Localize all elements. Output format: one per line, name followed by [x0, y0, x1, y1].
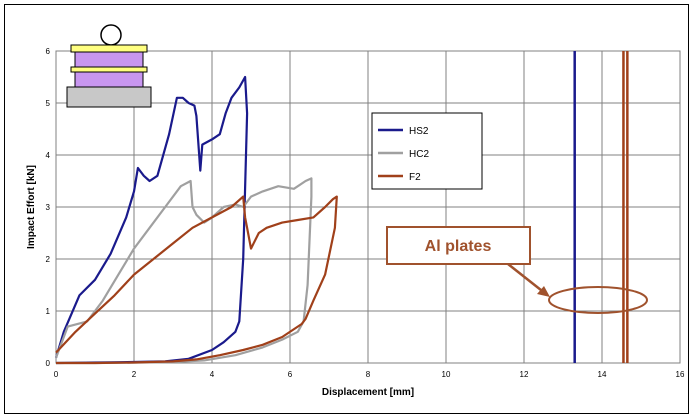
- y-tick-label: 3: [46, 203, 51, 212]
- x-tick-label: 12: [520, 370, 529, 379]
- x-tick-label: 16: [676, 370, 685, 379]
- x-tick-label: 2: [132, 370, 137, 379]
- legend-label-f2: F2: [409, 172, 421, 183]
- series-group: [54, 75, 338, 365]
- series-line-f2: [55, 195, 338, 365]
- y-axis-title: Impact Effort [kN]: [26, 165, 37, 249]
- series-line-hs2: [54, 75, 249, 365]
- x-tick-label: 14: [598, 370, 607, 379]
- x-tick-label: 10: [442, 370, 451, 379]
- series-line-hc2: [54, 177, 313, 365]
- annotation-arrowhead: [537, 286, 550, 297]
- annotation-label: Al plates: [425, 238, 492, 255]
- y-tick-label: 6: [46, 47, 51, 56]
- x-tick-label: 4: [210, 370, 215, 379]
- annotation-ellipse: [548, 286, 648, 314]
- legend: HS2 HC2 F2: [371, 112, 483, 190]
- x-tick-label: 6: [288, 370, 293, 379]
- y-tick-label: 2: [46, 255, 51, 264]
- y-tick-label: 0: [46, 359, 51, 368]
- y-tick-label: 4: [46, 151, 51, 160]
- y-tick-label: 1: [46, 307, 51, 316]
- specimen-schematic-icon: [66, 24, 152, 108]
- annotation-box: [386, 226, 531, 265]
- y-ticks: 0 1 2 3 4 5 6: [46, 47, 51, 368]
- x-tick-label: 0: [54, 370, 59, 379]
- x-ticks: 0 2 4 6 8 10 12 14 16: [54, 370, 685, 379]
- y-tick-label: 5: [46, 99, 51, 108]
- legend-label-hc2: HC2: [409, 149, 429, 160]
- x-axis-title: Displacement [mm]: [322, 387, 414, 398]
- annotation-arrow: [507, 263, 547, 295]
- legend-label-hs2: HS2: [409, 126, 429, 137]
- annotation: Al plates: [386, 226, 648, 314]
- x-tick-label: 8: [366, 370, 371, 379]
